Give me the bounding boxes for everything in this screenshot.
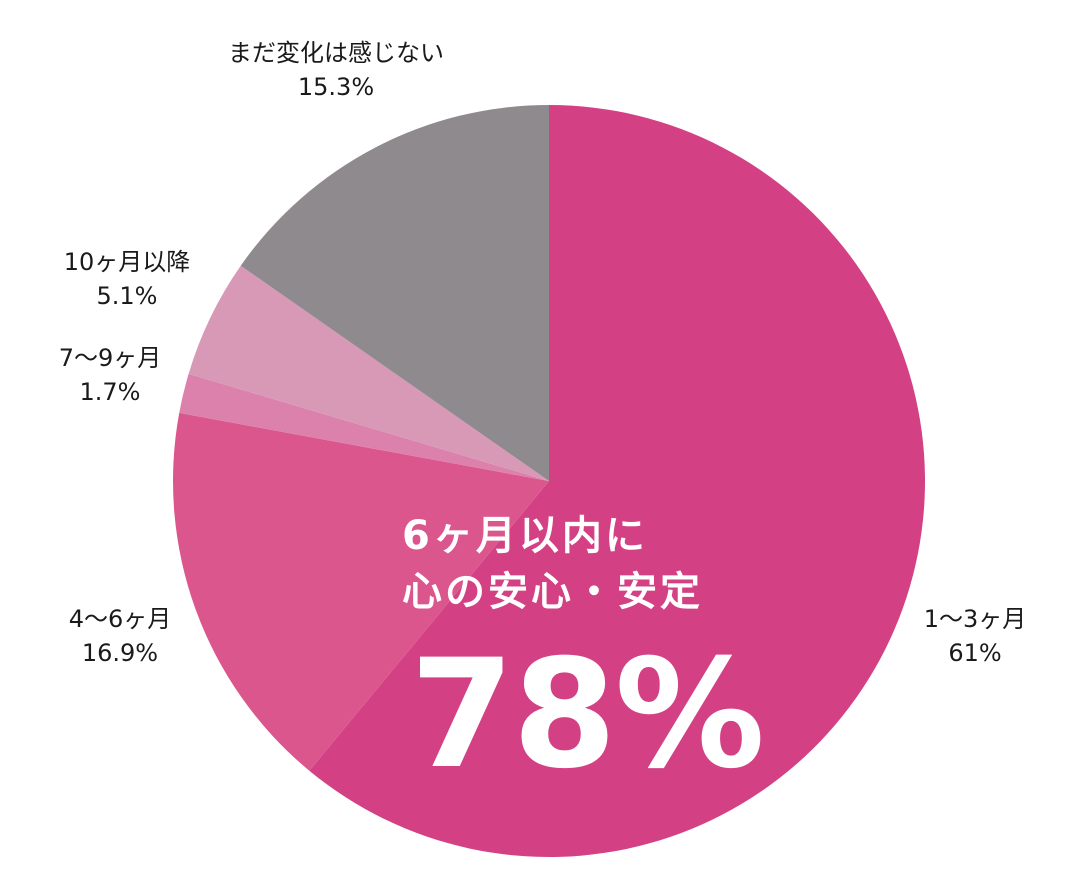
label-7-9-months-name: 7〜9ヶ月: [58, 344, 162, 372]
label-1-3-months-pct: 61%: [948, 639, 1002, 667]
headline-line-2: 心の安心・安定: [402, 569, 703, 615]
pie-slice-5: [240, 105, 549, 481]
label-10-months-plus-pct: 5.1%: [96, 282, 158, 310]
pie-slice-2: [172, 412, 549, 771]
pie-slice-4: [188, 265, 549, 481]
headline-annotation: 6ヶ月以内に 心の安心・安定: [402, 508, 703, 620]
label-1-3-months: 1〜3ヶ月 61%: [924, 602, 1027, 670]
pie-slice-3: [179, 373, 549, 481]
label-10-months-plus: 10ヶ月以降 5.1%: [64, 245, 191, 313]
label-7-9-months: 7〜9ヶ月 1.7%: [59, 341, 162, 409]
label-1-3-months-name: 1〜3ヶ月: [923, 605, 1027, 633]
headline-line-1: 6ヶ月以内に: [402, 513, 648, 559]
label-10-months-plus-name: 10ヶ月以降: [63, 248, 191, 276]
label-4-6-months: 4〜6ヶ月 16.9%: [69, 602, 172, 670]
label-4-6-months-name: 4〜6ヶ月: [68, 605, 172, 633]
label-no-change-pct: 15.3%: [297, 73, 375, 101]
label-4-6-months-pct: 16.9%: [81, 639, 159, 667]
label-7-9-months-pct: 1.7%: [79, 378, 141, 406]
pie-slice-1: [309, 105, 926, 857]
headline-big-percentage: 78%: [410, 628, 765, 802]
label-no-change-name: まだ変化は感じない: [228, 39, 444, 67]
label-no-change: まだ変化は感じない 15.3%: [228, 36, 444, 104]
